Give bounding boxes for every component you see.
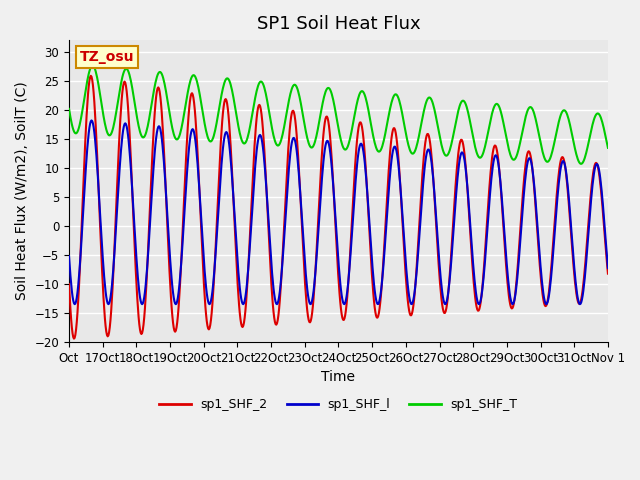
sp1_SHF_T — [577, 161, 585, 167]
sp1_SHF_2 — [130, 221, 138, 227]
sp1_SHF_l — [255, 132, 263, 138]
sp1_SHF_2 — [229, 183, 237, 189]
sp1_SHF_2 — [604, 271, 612, 276]
sp1_SHF_2 — [426, 136, 433, 142]
sp1_SHF_l — [129, 199, 137, 204]
sp1_SHF_T — [255, 81, 262, 87]
sp1_SHF_l — [229, 184, 237, 190]
sp1_SHF_T — [228, 87, 236, 93]
sp1_SHF_T — [604, 145, 612, 151]
sp1_SHF_T — [129, 89, 137, 95]
sp1_SHF_l — [396, 170, 403, 176]
sp1_SHF_2 — [65, 281, 73, 287]
sp1_SHF_T — [88, 63, 96, 69]
sp1_SHF_T — [65, 106, 73, 112]
sp1_SHF_l — [65, 253, 73, 259]
Title: SP1 Soil Heat Flux: SP1 Soil Heat Flux — [257, 15, 420, 33]
Legend: sp1_SHF_2, sp1_SHF_l, sp1_SHF_T: sp1_SHF_2, sp1_SHF_l, sp1_SHF_T — [154, 394, 522, 417]
sp1_SHF_l — [276, 289, 284, 295]
Line: sp1_SHF_2: sp1_SHF_2 — [69, 76, 608, 338]
sp1_SHF_T — [395, 96, 403, 101]
sp1_SHF_l — [604, 265, 612, 271]
sp1_SHF_l — [426, 148, 433, 154]
sp1_SHF_T — [425, 95, 433, 100]
sp1_SHF_l — [88, 118, 95, 123]
Line: sp1_SHF_T: sp1_SHF_T — [69, 66, 608, 164]
sp1_SHF_2 — [255, 102, 263, 108]
sp1_SHF_2 — [70, 336, 78, 341]
sp1_SHF_2 — [87, 73, 95, 79]
Y-axis label: Soil Heat Flux (W/m2), SoilT (C): Soil Heat Flux (W/m2), SoilT (C) — [15, 82, 29, 300]
X-axis label: Time: Time — [321, 370, 355, 384]
Line: sp1_SHF_l: sp1_SHF_l — [69, 120, 608, 304]
sp1_SHF_2 — [396, 167, 403, 172]
Text: TZ_osu: TZ_osu — [80, 50, 134, 64]
sp1_SHF_2 — [276, 298, 284, 303]
sp1_SHF_l — [138, 301, 146, 307]
sp1_SHF_T — [275, 142, 283, 148]
